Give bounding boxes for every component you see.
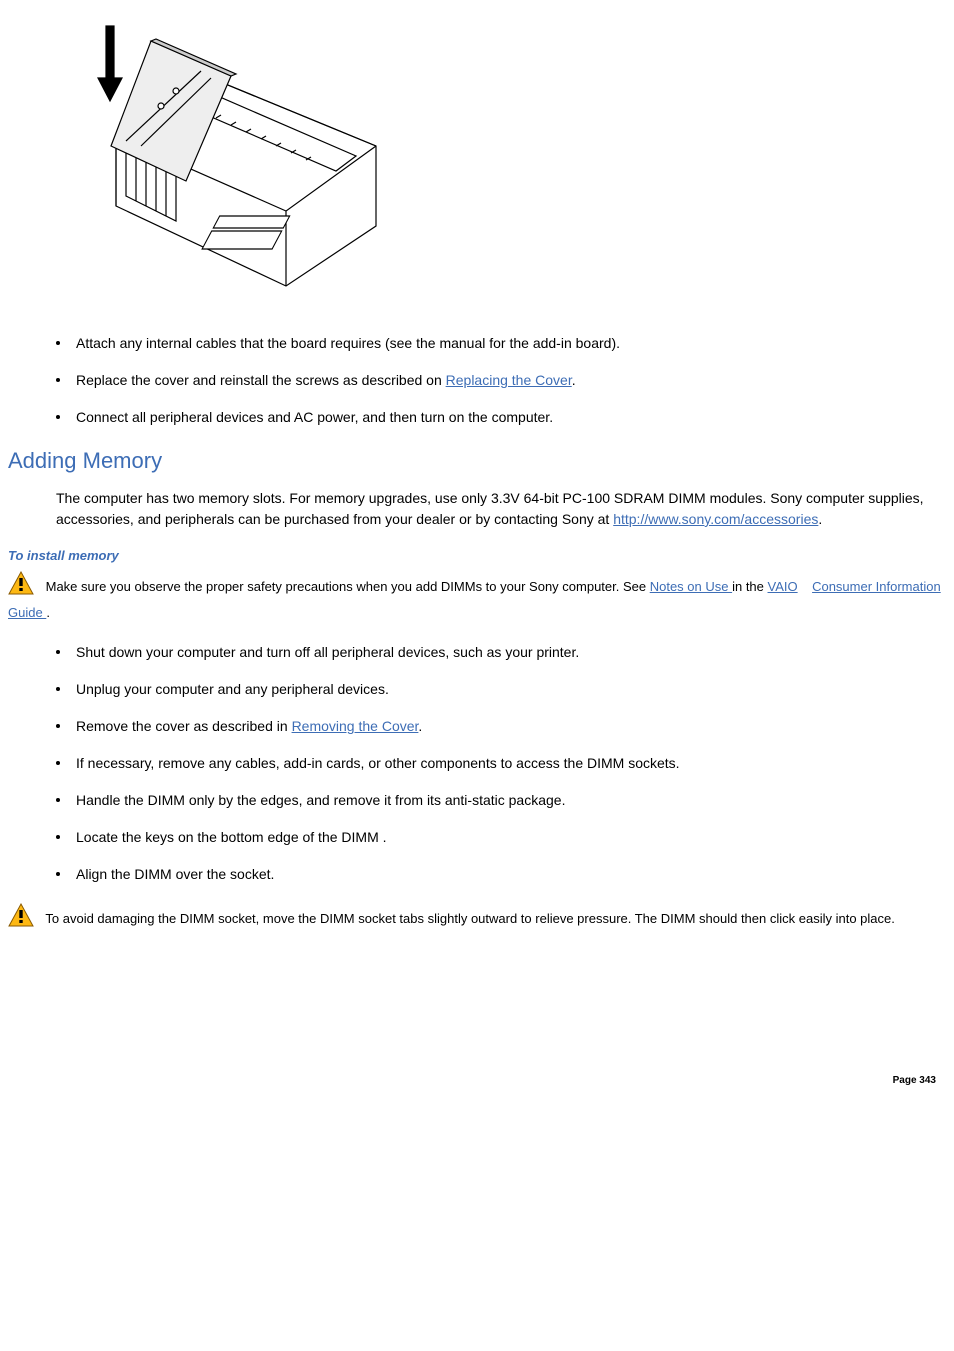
bullet-text: Replace the cover and reinstall the scre… (76, 372, 446, 388)
note-post: . (46, 605, 50, 620)
adding-memory-heading: Adding Memory (8, 448, 946, 474)
install-memory-subheading: To install memory (8, 548, 946, 563)
step-text: Shut down your computer and turn off all… (76, 644, 579, 660)
socket-note: To avoid damaging the DIMM socket, move … (8, 905, 946, 935)
list-item: Align the DIMM over the socket. (56, 864, 946, 885)
bullet-text: Connect all peripheral devices and AC po… (76, 409, 553, 425)
note-mid: in the (732, 579, 767, 594)
bullet-text-post: . (572, 372, 576, 388)
warning-icon (8, 571, 34, 601)
list-item: Unplug your computer and any peripheral … (56, 679, 946, 700)
removing-cover-link[interactable]: Removing the Cover (292, 718, 419, 734)
note-text: Make sure you observe the proper safety … (46, 579, 650, 594)
list-item: If necessary, remove any cables, add-in … (56, 753, 946, 774)
warning-icon (8, 903, 34, 933)
list-item: Handle the DIMM only by the edges, and r… (56, 790, 946, 811)
install-board-illustration (56, 16, 946, 309)
note-gap (798, 579, 812, 594)
memory-paragraph: The computer has two memory slots. For m… (56, 488, 946, 530)
step-text: Align the DIMM over the socket. (76, 866, 274, 882)
safety-note: Make sure you observe the proper safety … (8, 573, 946, 622)
para-text-post: . (818, 511, 822, 527)
notes-on-use-link[interactable]: Notes on Use (650, 579, 732, 594)
note-text: To avoid damaging the DIMM socket, move … (45, 911, 894, 926)
list-item: Connect all peripheral devices and AC po… (56, 407, 946, 428)
vaio-link[interactable]: VAIO (768, 579, 798, 594)
step-text: Remove the cover as described in (76, 718, 292, 734)
top-bullet-list: Attach any internal cables that the boar… (56, 333, 946, 428)
list-item: Shut down your computer and turn off all… (56, 642, 946, 663)
step-text: If necessary, remove any cables, add-in … (76, 755, 680, 771)
step-text: Locate the keys on the bottom edge of th… (76, 829, 387, 845)
accessories-link[interactable]: http://www.sony.com/accessories (613, 511, 818, 527)
step-text-post: . (418, 718, 422, 734)
replacing-cover-link[interactable]: Replacing the Cover (446, 372, 572, 388)
bullet-text: Attach any internal cables that the boar… (76, 335, 620, 351)
step-text: Handle the DIMM only by the edges, and r… (76, 792, 565, 808)
page-number: Page 343 (893, 1075, 936, 1086)
list-item: Remove the cover as described in Removin… (56, 716, 946, 737)
step-text: Unplug your computer and any peripheral … (76, 681, 389, 697)
install-steps-list: Shut down your computer and turn off all… (56, 642, 946, 885)
list-item: Locate the keys on the bottom edge of th… (56, 827, 946, 848)
list-item: Replace the cover and reinstall the scre… (56, 370, 946, 391)
list-item: Attach any internal cables that the boar… (56, 333, 946, 354)
